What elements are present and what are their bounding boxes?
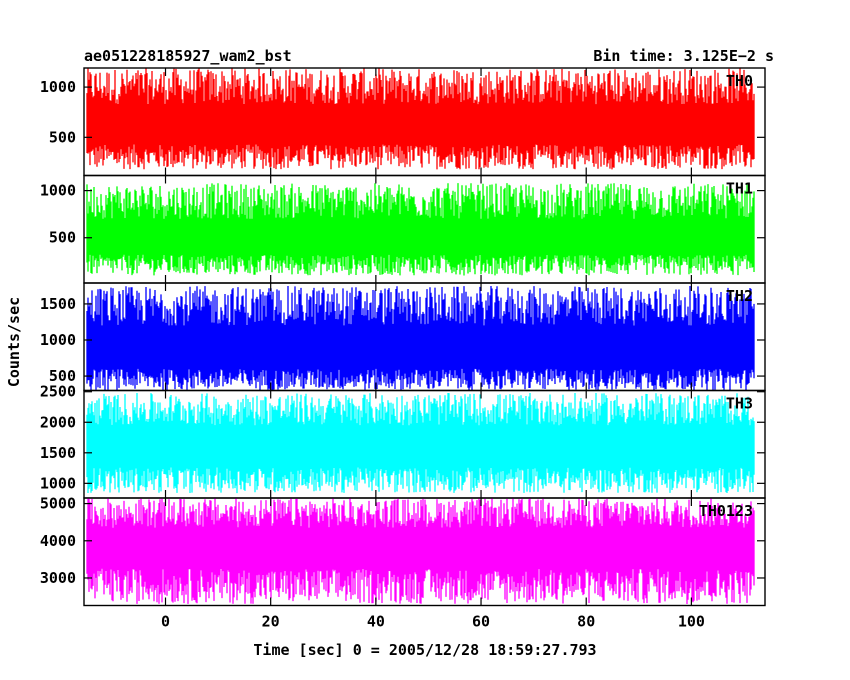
x-tick-label: 40 <box>367 613 385 631</box>
x-tick-label: 20 <box>262 613 280 631</box>
y-tick-label: 3000 <box>40 569 76 587</box>
series-th0123 <box>86 498 755 604</box>
y-tick-label: 5000 <box>40 495 76 513</box>
series-th2 <box>86 286 755 391</box>
panel-name-th1: TH1 <box>726 180 753 198</box>
series-th3 <box>86 393 755 494</box>
panel-name-th0123: TH0123 <box>699 502 753 520</box>
panel-name-th2: TH2 <box>726 287 753 305</box>
series-th0 <box>86 68 755 170</box>
panel-name-th0: TH0 <box>726 72 753 90</box>
y-tick-label: 1000 <box>40 474 76 492</box>
chart-title: ae051228185927_wam2_bst <box>84 47 292 65</box>
panel-th3: 1000 1500 2000 2500 TH3 <box>40 383 766 499</box>
y-tick-label: 1000 <box>40 182 76 200</box>
panel-th0: 500 1000 TH0 <box>40 67 766 177</box>
x-tick-label: 80 <box>577 613 595 631</box>
series-th1 <box>86 183 755 276</box>
y-tick-label: 1500 <box>40 295 76 313</box>
x-axis-label: Time [sec] 0 = 2005/12/28 18:59:27.793 <box>253 641 596 659</box>
x-tick-label: 60 <box>472 613 490 631</box>
y-tick-label: 2000 <box>40 413 76 431</box>
y-tick-label: 4000 <box>40 532 76 550</box>
y-tick-label: 1000 <box>40 331 76 349</box>
x-tick-label: 0 <box>161 613 170 631</box>
y-tick-label: 500 <box>49 128 76 146</box>
x-axis: 0 20 40 60 80 100 <box>161 613 705 631</box>
y-tick-label: 1500 <box>40 444 76 462</box>
y-tick-label: 2500 <box>40 383 76 401</box>
bin-time-label: Bin time: 3.125E−2 s <box>593 47 774 65</box>
y-tick-label: 500 <box>49 367 76 385</box>
panel-name-th3: TH3 <box>726 395 753 413</box>
y-tick-label: 1000 <box>40 78 76 96</box>
y-axis-label: Counts/sec <box>5 297 23 387</box>
panels: 500 1000 TH0 500 1000 TH1 500 1000 1500 TH2 1000 15… <box>40 67 766 607</box>
x-tick-label: 100 <box>678 613 705 631</box>
panel-frame <box>83 497 766 607</box>
panel-th0123: 3000 4000 5000 TH0123 <box>40 495 766 607</box>
panel-th2: 500 1000 1500 TH2 <box>40 282 766 392</box>
y-tick-label: 500 <box>49 229 76 247</box>
panel-th1: 500 1000 TH1 <box>40 174 766 284</box>
